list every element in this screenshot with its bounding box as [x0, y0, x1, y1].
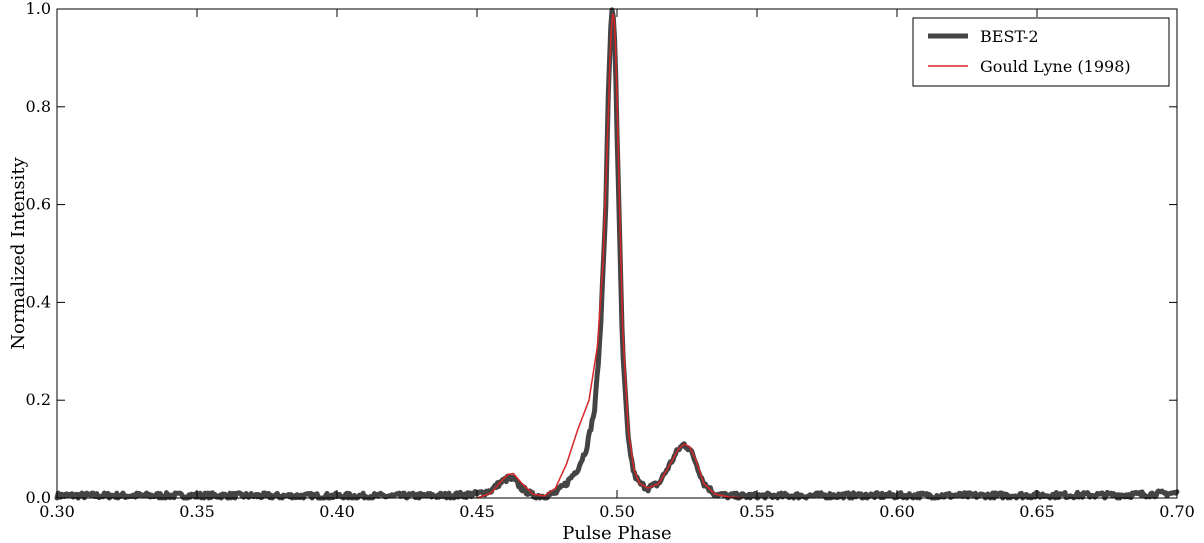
- y-tick-label-0: 0.0: [26, 488, 51, 507]
- x-tick-label-4: 0.50: [599, 502, 635, 521]
- x-tick-label-1: 0.35: [179, 502, 215, 521]
- x-tick-label-2: 0.40: [319, 502, 355, 521]
- y-tick-label-2: 0.4: [26, 292, 51, 311]
- x-axis-title: Pulse Phase: [562, 523, 671, 543]
- y-tick-label-3: 0.6: [26, 195, 51, 214]
- x-tick-label-7: 0.65: [1019, 502, 1055, 521]
- y-tick-label-1: 0.2: [26, 390, 51, 409]
- y-tick-label-4: 0.8: [26, 97, 51, 116]
- x-tick-label-0: 0.30: [39, 502, 75, 521]
- series-line-1: [476, 13, 744, 499]
- legend-label-best-2: BEST-2: [980, 27, 1039, 46]
- legend-label-gould-lyne: Gould Lyne (1998): [980, 57, 1131, 76]
- x-tick-label-8: 0.70: [1159, 502, 1195, 521]
- x-tick-label-5: 0.55: [739, 502, 775, 521]
- legend-box: [912, 17, 1170, 87]
- y-tick-label-5: 1.0: [26, 0, 51, 18]
- ticks-layer: 0.30 0.35 0.40 0.45 0.50 0.55 0.60 0.65 0.70 0.0 0…: [26, 0, 1195, 521]
- y-axis-title: Normalized Intensity: [8, 156, 29, 349]
- legend: BEST-2 Gould Lyne (1998): [912, 17, 1170, 87]
- x-tick-label-3: 0.45: [459, 502, 495, 521]
- x-tick-label-6: 0.60: [879, 502, 915, 521]
